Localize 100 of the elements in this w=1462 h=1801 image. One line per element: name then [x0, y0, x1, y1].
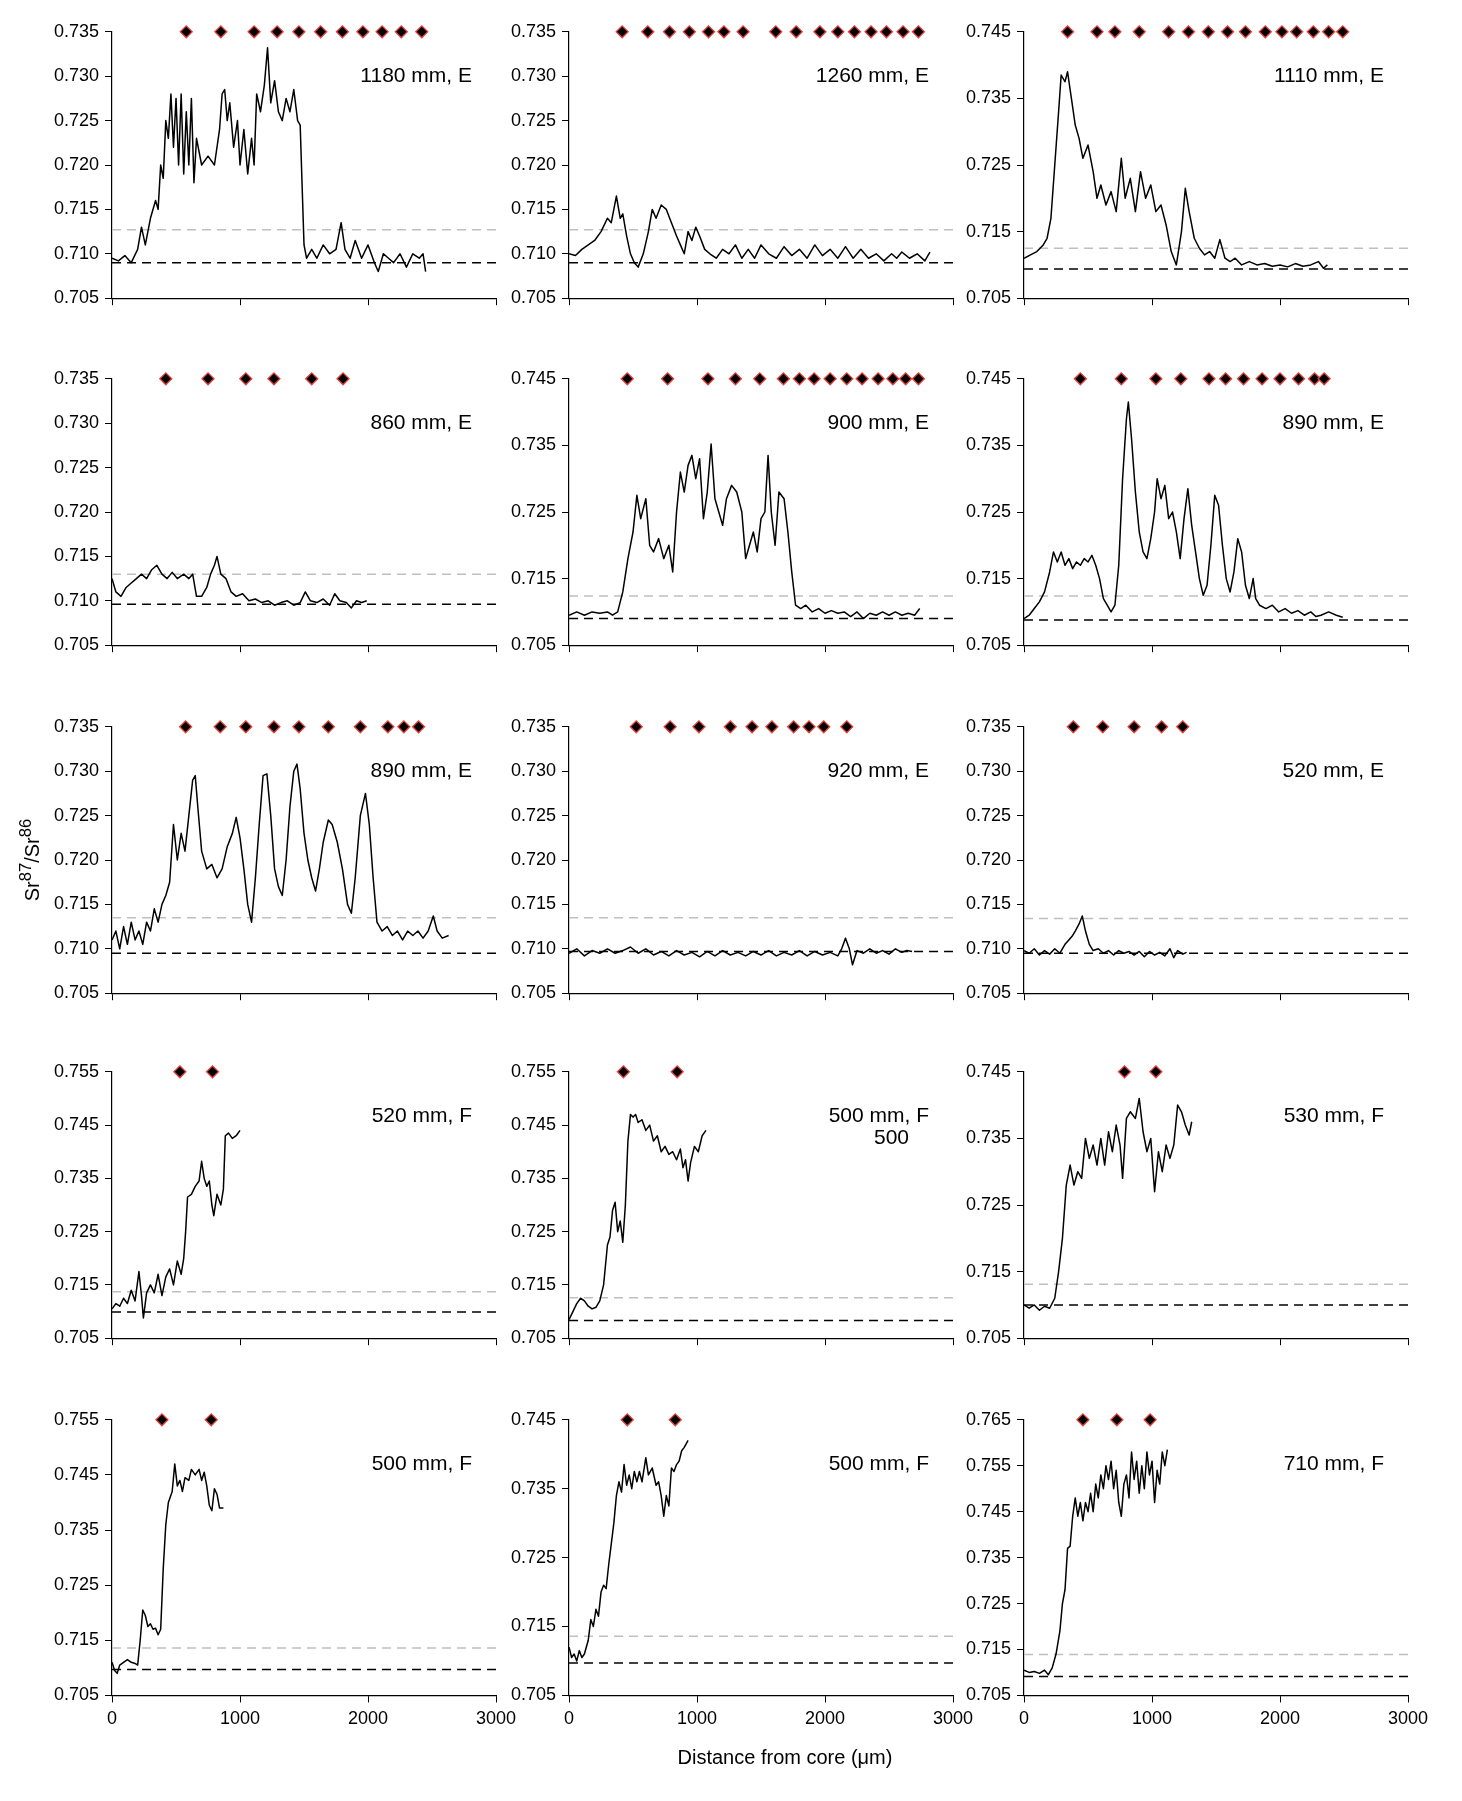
y-tick-label: 0.705 [54, 287, 100, 308]
y-tick-label: 0.745 [511, 1408, 557, 1429]
y-tick-label: 0.735 [511, 715, 557, 736]
y-tick-label: 0.710 [511, 937, 557, 958]
y-tick-label: 0.735 [966, 715, 1012, 736]
y-tick-label: 0.735 [54, 715, 100, 736]
x-tick-label: 3000 [932, 1708, 974, 1729]
y-tick-label: 0.735 [511, 434, 557, 455]
y-tick-label: 0.745 [966, 367, 1012, 388]
x-tick-label: 3000 [1387, 1708, 1429, 1729]
x-tick-label: 1000 [220, 1708, 261, 1729]
y-tick-label: 0.705 [966, 1684, 1012, 1705]
y-tick-label: 0.720 [511, 848, 557, 869]
x-tick-label: 2000 [1259, 1708, 1301, 1729]
annotation: 710 mm, F [1283, 1450, 1384, 1474]
y-tick-label: 0.735 [966, 87, 1012, 108]
y-tick-label: 0.705 [511, 982, 557, 1003]
y-tick-label: 0.725 [54, 456, 100, 477]
annotation: 520 mm, E [1282, 757, 1384, 781]
y-tick-label: 0.735 [966, 1546, 1012, 1567]
y-tick-label: 0.705 [511, 1327, 557, 1348]
y-tick-label: 0.725 [54, 804, 100, 825]
y-tick-label: 0.725 [54, 109, 100, 130]
y-tick-label: 0.725 [54, 1574, 100, 1595]
annotation: 1180 mm, E [360, 62, 472, 86]
y-tick-label: 0.730 [511, 65, 557, 86]
annotation: 890 mm, E [370, 757, 472, 781]
x-tick-label: 1000 [677, 1708, 718, 1729]
x-tick-label: 0 [107, 1708, 118, 1729]
annotation: 500 [873, 1124, 909, 1148]
y-tick-label: 0.705 [54, 982, 100, 1003]
y-tick-label: 0.725 [966, 1193, 1012, 1214]
y-tick-label: 0.705 [966, 634, 1012, 655]
y-tick-label: 0.710 [54, 242, 100, 263]
y-tick-label: 0.745 [54, 1114, 100, 1135]
y-tick-label: 0.720 [54, 500, 100, 521]
y-tick-label: 0.715 [511, 198, 557, 219]
annotation: 530 mm, F [1283, 1102, 1384, 1126]
y-tick-label: 0.710 [54, 589, 100, 610]
x-tick-label: 0 [1019, 1708, 1030, 1729]
annotation: 500 mm, F [828, 1102, 929, 1126]
annotation: 890 mm, E [1282, 409, 1384, 433]
y-tick-label: 0.715 [966, 1260, 1012, 1281]
y-tick-label: 0.715 [54, 545, 100, 566]
annotation: 500 mm, F [371, 1450, 472, 1474]
y-tick-label: 0.745 [966, 1500, 1012, 1521]
y-tick-label: 0.725 [511, 500, 557, 521]
x-tick-label: 1000 [1132, 1708, 1173, 1729]
y-tick-label: 0.705 [54, 1327, 100, 1348]
y-tick-label: 0.705 [966, 287, 1012, 308]
y-tick-label: 0.725 [54, 1220, 100, 1241]
y-tick-label: 0.755 [511, 1060, 557, 1081]
y-tick-label: 0.705 [511, 1684, 557, 1705]
annotation: 500 mm, F [828, 1450, 929, 1474]
x-tick-label: 3000 [475, 1708, 517, 1729]
y-tick-label: 0.705 [966, 982, 1012, 1003]
x-tick-label: 2000 [804, 1708, 846, 1729]
y-tick-label: 0.725 [966, 153, 1012, 174]
y-tick-label: 0.735 [511, 20, 557, 41]
y-tick-label: 0.735 [54, 1519, 100, 1540]
y-tick-label: 0.715 [54, 198, 100, 219]
y-tick-label: 0.715 [511, 1615, 557, 1636]
y-tick-label: 0.730 [966, 760, 1012, 781]
y-tick-label: 0.725 [511, 1220, 557, 1241]
y-tick-label: 0.715 [54, 1629, 100, 1650]
annotation: 1260 mm, E [815, 62, 929, 86]
y-tick-label: 0.735 [966, 434, 1012, 455]
y-tick-label: 0.730 [54, 412, 100, 433]
y-tick-label: 0.710 [54, 937, 100, 958]
y-tick-label: 0.735 [511, 1477, 557, 1498]
x-tick-label: 2000 [347, 1708, 389, 1729]
y-tick-label: 0.720 [511, 153, 557, 174]
y-tick-label: 0.715 [966, 1638, 1012, 1659]
x-axis-title: Distance from core (μm) [677, 1746, 893, 1769]
y-tick-label: 0.705 [54, 634, 100, 655]
annotation: 920 mm, E [827, 757, 929, 781]
y-tick-label: 0.725 [966, 804, 1012, 825]
y-tick-label: 0.735 [511, 1167, 557, 1188]
y-tick-label: 0.735 [54, 367, 100, 388]
y-tick-label: 0.755 [54, 1408, 100, 1429]
y-tick-label: 0.725 [511, 1546, 557, 1567]
y-tick-label: 0.745 [511, 367, 557, 388]
annotation: 1110 mm, E [1273, 62, 1384, 86]
y-tick-label: 0.755 [966, 1454, 1012, 1475]
y-tick-label: 0.715 [511, 893, 557, 914]
y-tick-label: 0.730 [511, 760, 557, 781]
y-tick-label: 0.720 [966, 848, 1012, 869]
y-tick-label: 0.725 [966, 500, 1012, 521]
y-tick-label: 0.745 [966, 20, 1012, 41]
y-tick-label: 0.735 [54, 1167, 100, 1188]
annotation: 520 mm, F [371, 1102, 472, 1126]
y-tick-label: 0.705 [511, 634, 557, 655]
y-tick-label: 0.735 [966, 1127, 1012, 1148]
x-tick-label: 0 [564, 1708, 575, 1729]
y-tick-label: 0.765 [966, 1408, 1012, 1429]
y-tick-label: 0.715 [54, 1273, 100, 1294]
y-tick-label: 0.715 [966, 220, 1012, 241]
y-tick-label: 0.710 [966, 937, 1012, 958]
y-tick-label: 0.725 [511, 804, 557, 825]
y-tick-label: 0.720 [54, 153, 100, 174]
